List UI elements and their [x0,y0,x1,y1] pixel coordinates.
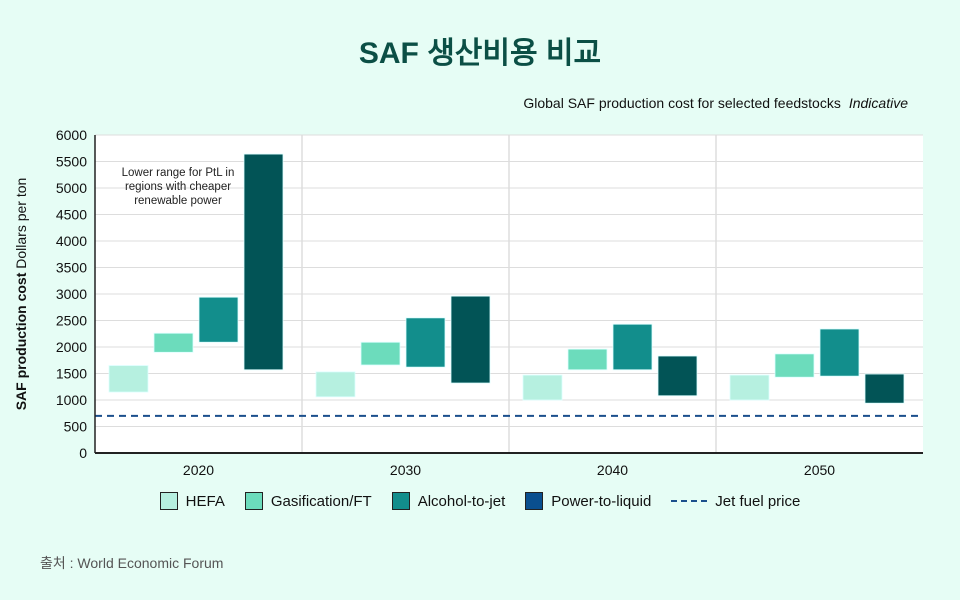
y-tick-label: 3500 [56,260,87,276]
bar-hefa [315,371,356,398]
chart-subtitle: Global SAF production cost for selected … [523,95,908,111]
subtitle-text: Global SAF production cost for selected … [523,95,841,111]
y-tick-label: 2000 [56,339,87,355]
bar-alcohol-to-jet [405,317,446,368]
bar-alcohol-to-jet [819,328,860,377]
legend-item: Gasification/FT [244,492,372,510]
y-tick-label: 2500 [56,313,87,329]
legend-item: HEFA [159,492,225,510]
bar-hefa [729,374,770,401]
bar-alcohol-to-jet [198,296,239,343]
y-tick-label: 5500 [56,154,87,170]
y-tick-label: 4000 [56,233,87,249]
x-tick-label: 2020 [183,462,214,478]
bar-gasification-ft [153,332,194,353]
y-tick-label: 4500 [56,207,87,223]
legend: HEFA Gasification/FT Alcohol-to-jet Power-t… [0,492,960,510]
bar-gasification-ft [774,353,815,378]
x-tick-label: 2040 [597,462,628,478]
y-tick-label: 5000 [56,180,87,196]
legend-label: Alcohol-to-jet [417,492,506,510]
bar-hefa [108,365,149,393]
source-note: 출처 : World Economic Forum [40,555,224,571]
annotation: Lower range for PtL in regions with cheap… [122,167,235,207]
y-tick-label: 500 [64,419,88,435]
subtitle-note: Indicative [848,95,908,111]
bar-gasification-ft [360,341,401,366]
legend-label: Gasification/FT [270,492,372,510]
x-tick-label: 2050 [804,462,835,478]
legend-label: Jet fuel price [715,492,801,510]
bar-hefa [522,374,563,401]
legend-label: Power-to-liquid [551,492,652,510]
y-axis-label: SAF production cost Dollars per ton [13,178,29,411]
bar-power-to-liquid [657,355,698,397]
y-tick-label: 0 [79,445,87,461]
page-title: SAF 생산비용 비교 [358,37,602,70]
y-tick-label: 1500 [56,366,87,382]
y-tick-label: 3000 [56,286,87,302]
legend-label: HEFA [185,492,225,510]
y-tick-label: 1000 [56,392,87,408]
legend-swatch [244,492,263,510]
bar-power-to-liquid [243,153,284,371]
legend-swatch [391,492,410,510]
y-tick-label: 6000 [56,127,87,143]
bar-alcohol-to-jet [612,323,653,371]
bar-power-to-liquid [450,295,491,384]
bar-gasification-ft [567,348,608,371]
legend-item: Jet fuel price [671,492,800,510]
legend-dash [671,500,708,502]
legend-swatch [159,492,178,510]
legend-swatch [525,492,544,510]
bar-power-to-liquid [864,373,905,404]
x-tick-label: 2030 [390,462,421,478]
legend-item: Alcohol-to-jet [391,492,506,510]
legend-item: Power-to-liquid [525,492,651,510]
